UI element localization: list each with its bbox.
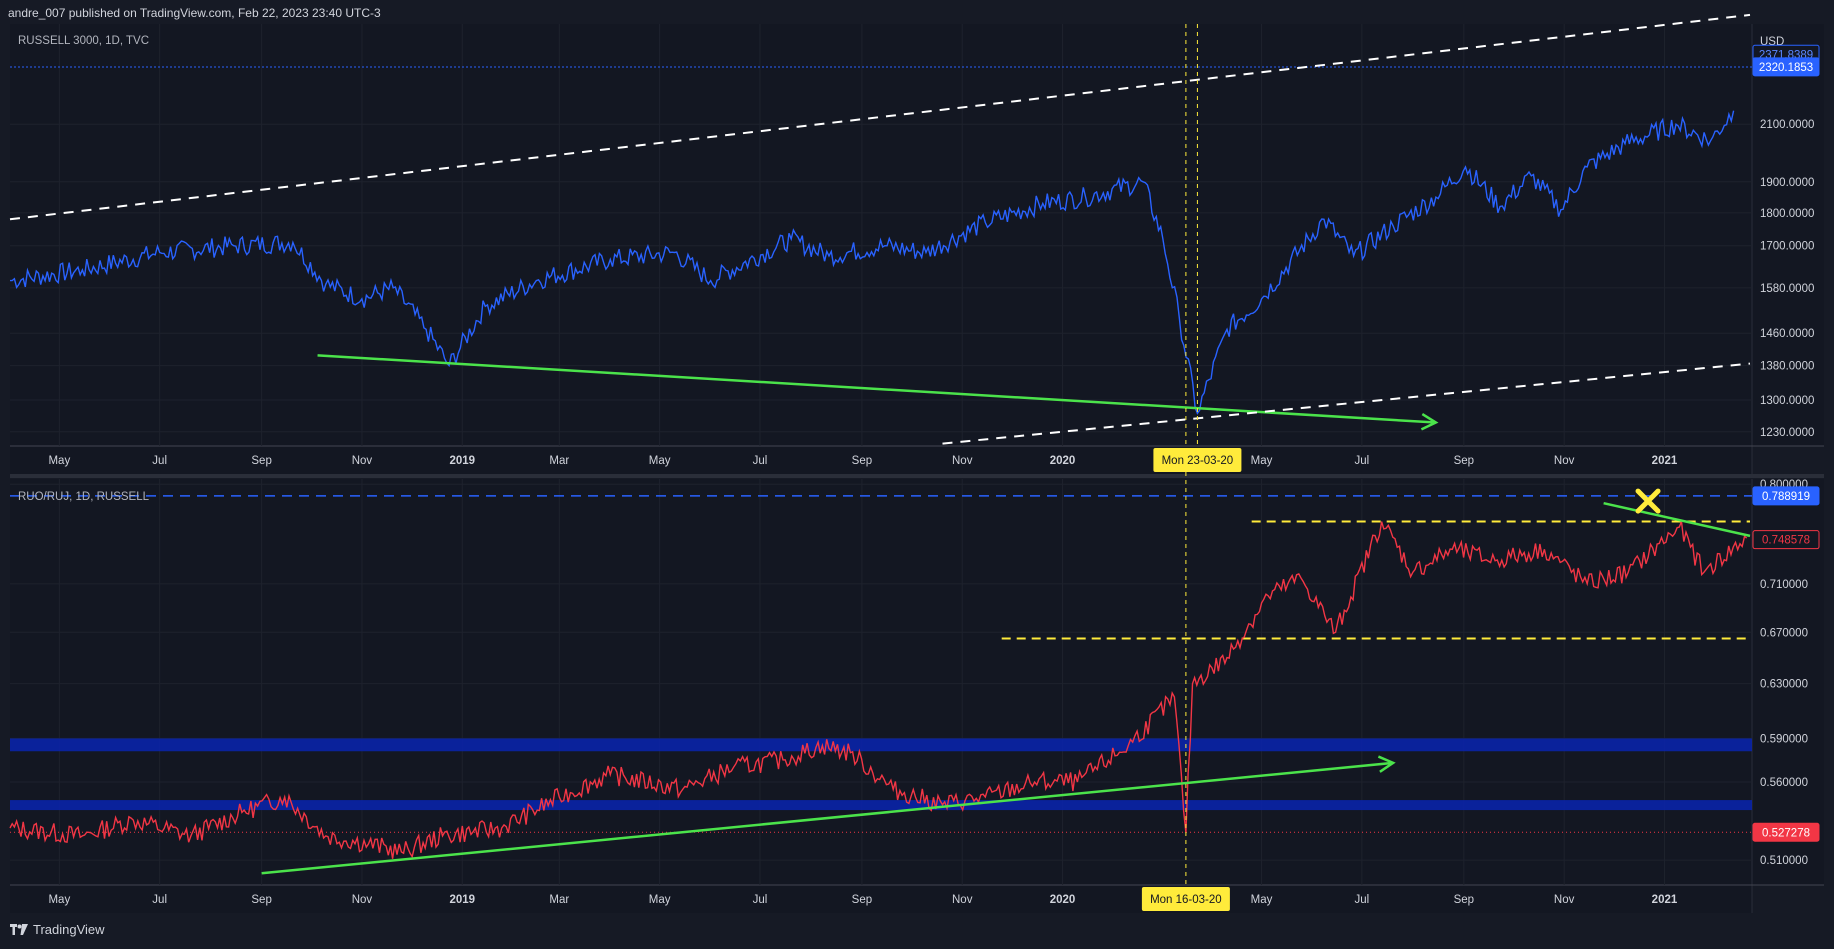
last-price-label: 0.748578: [1762, 535, 1810, 547]
crosshair-date-box: [1153, 448, 1242, 472]
x-marker: [1635, 488, 1661, 514]
low-price-label-box: [1752, 822, 1820, 842]
y-tick-label: 0.560000: [1760, 777, 1808, 789]
price-series-line: [9, 521, 1748, 859]
x-tick-label: Mar: [549, 455, 569, 467]
y-tick-label: 1460.0000: [1760, 328, 1814, 340]
top-pane[interactable]: [10, 24, 1752, 446]
y-tick-label: 1700.0000: [1760, 241, 1814, 253]
top-price-axis[interactable]: [1752, 24, 1824, 446]
x-tick-label: 2020: [1050, 894, 1076, 906]
symbol-label: RUSSELL 3000, 1D, TVC: [18, 35, 149, 47]
x-tick-label: 2019: [449, 455, 475, 467]
x-tick-label: 2020: [1050, 455, 1076, 467]
channel-line: [942, 362, 1751, 445]
price-series-line: [9, 110, 1735, 415]
trendline-arrowhead: [1420, 412, 1439, 431]
footer-brand[interactable]: TradingView: [33, 922, 105, 937]
x-tick-label: Jul: [152, 455, 167, 467]
x-tick-label: Jul: [152, 894, 167, 906]
y-tick-label: 0.630000: [1760, 679, 1808, 691]
x-tick-label: Nov: [1554, 894, 1575, 906]
level-price-label: 0.788919: [1762, 491, 1810, 503]
x-tick-label: Sep: [251, 894, 271, 906]
x-tick-label: Mar: [549, 894, 569, 906]
x-tick-label: Nov: [352, 894, 373, 906]
x-tick-label: Sep: [852, 894, 872, 906]
level-price-label-box: [1752, 486, 1820, 506]
x-tick-label: May: [1251, 455, 1273, 467]
crosshair-date-label: Mon 23-03-20: [1162, 455, 1234, 467]
crosshair-date-label: Mon 16-03-20: [1150, 894, 1222, 906]
x-tick-label: May: [1251, 894, 1273, 906]
y-tick-label: 0.710000: [1760, 579, 1808, 591]
footer: TradingView: [10, 922, 105, 937]
last-price-label-box: [1752, 530, 1820, 550]
trendline: [1603, 501, 1751, 538]
trendline: [261, 761, 1394, 875]
y-tick-label: 2100.0000: [1760, 119, 1814, 131]
y-tick-label: 0.590000: [1760, 733, 1808, 745]
x-tick-label: May: [48, 455, 70, 467]
x-tick-label: May: [649, 455, 671, 467]
last-price-label: 2320.1853: [1759, 62, 1813, 74]
support-zone: [10, 738, 1752, 752]
x-tick-label: 2021: [1652, 455, 1678, 467]
y-tick-label: 0.670000: [1760, 627, 1808, 639]
x-tick-label: Sep: [1454, 455, 1474, 467]
x-tick-label: Jul: [1355, 455, 1370, 467]
x-tick-label: 2021: [1652, 894, 1678, 906]
last-price-label-box: [1752, 57, 1820, 77]
x-tick-label: Jul: [1355, 894, 1370, 906]
x-tick-label: May: [649, 894, 671, 906]
trendline: [317, 354, 1436, 424]
x-tick-label: Nov: [952, 894, 973, 906]
y-tick-label: 1580.0000: [1760, 283, 1814, 295]
low-price-label: 0.527278: [1762, 827, 1810, 839]
y-tick-label: 1380.0000: [1760, 361, 1814, 373]
publisher-caption: andre_007 published on TradingView.com, …: [8, 6, 381, 20]
x-tick-label: Jul: [753, 455, 768, 467]
x-tick-label: Nov: [352, 455, 373, 467]
x-tick-label: Nov: [1554, 455, 1575, 467]
x-tick-label: Jul: [753, 894, 768, 906]
x-tick-label: Sep: [1454, 894, 1474, 906]
x-tick-label: Sep: [852, 455, 872, 467]
y-tick-label: 1800.0000: [1760, 208, 1814, 220]
y-tick-label: 1230.0000: [1760, 427, 1814, 439]
x-tick-label: Nov: [952, 455, 973, 467]
y-tick-label: 1900.0000: [1760, 177, 1814, 189]
crosshair-date-box: [1141, 887, 1230, 911]
top-time-axis[interactable]: [10, 446, 1752, 474]
x-tick-label: 2019: [449, 894, 475, 906]
x-tick-label: May: [48, 894, 70, 906]
channel-line: [9, 13, 1751, 221]
tradingview-logo-icon: [10, 923, 28, 935]
y-tick-label: 1300.0000: [1760, 395, 1814, 407]
trendline-arrowhead: [1377, 755, 1396, 773]
bottom-pane[interactable]: [10, 479, 1752, 885]
support-zone: [10, 800, 1752, 811]
y-tick-label: 0.510000: [1760, 855, 1808, 867]
symbol-label: RUO/RUJ, 1D, RUSSELL: [18, 491, 150, 503]
bottom-time-axis[interactable]: [10, 885, 1752, 913]
x-tick-label: Sep: [251, 455, 271, 467]
